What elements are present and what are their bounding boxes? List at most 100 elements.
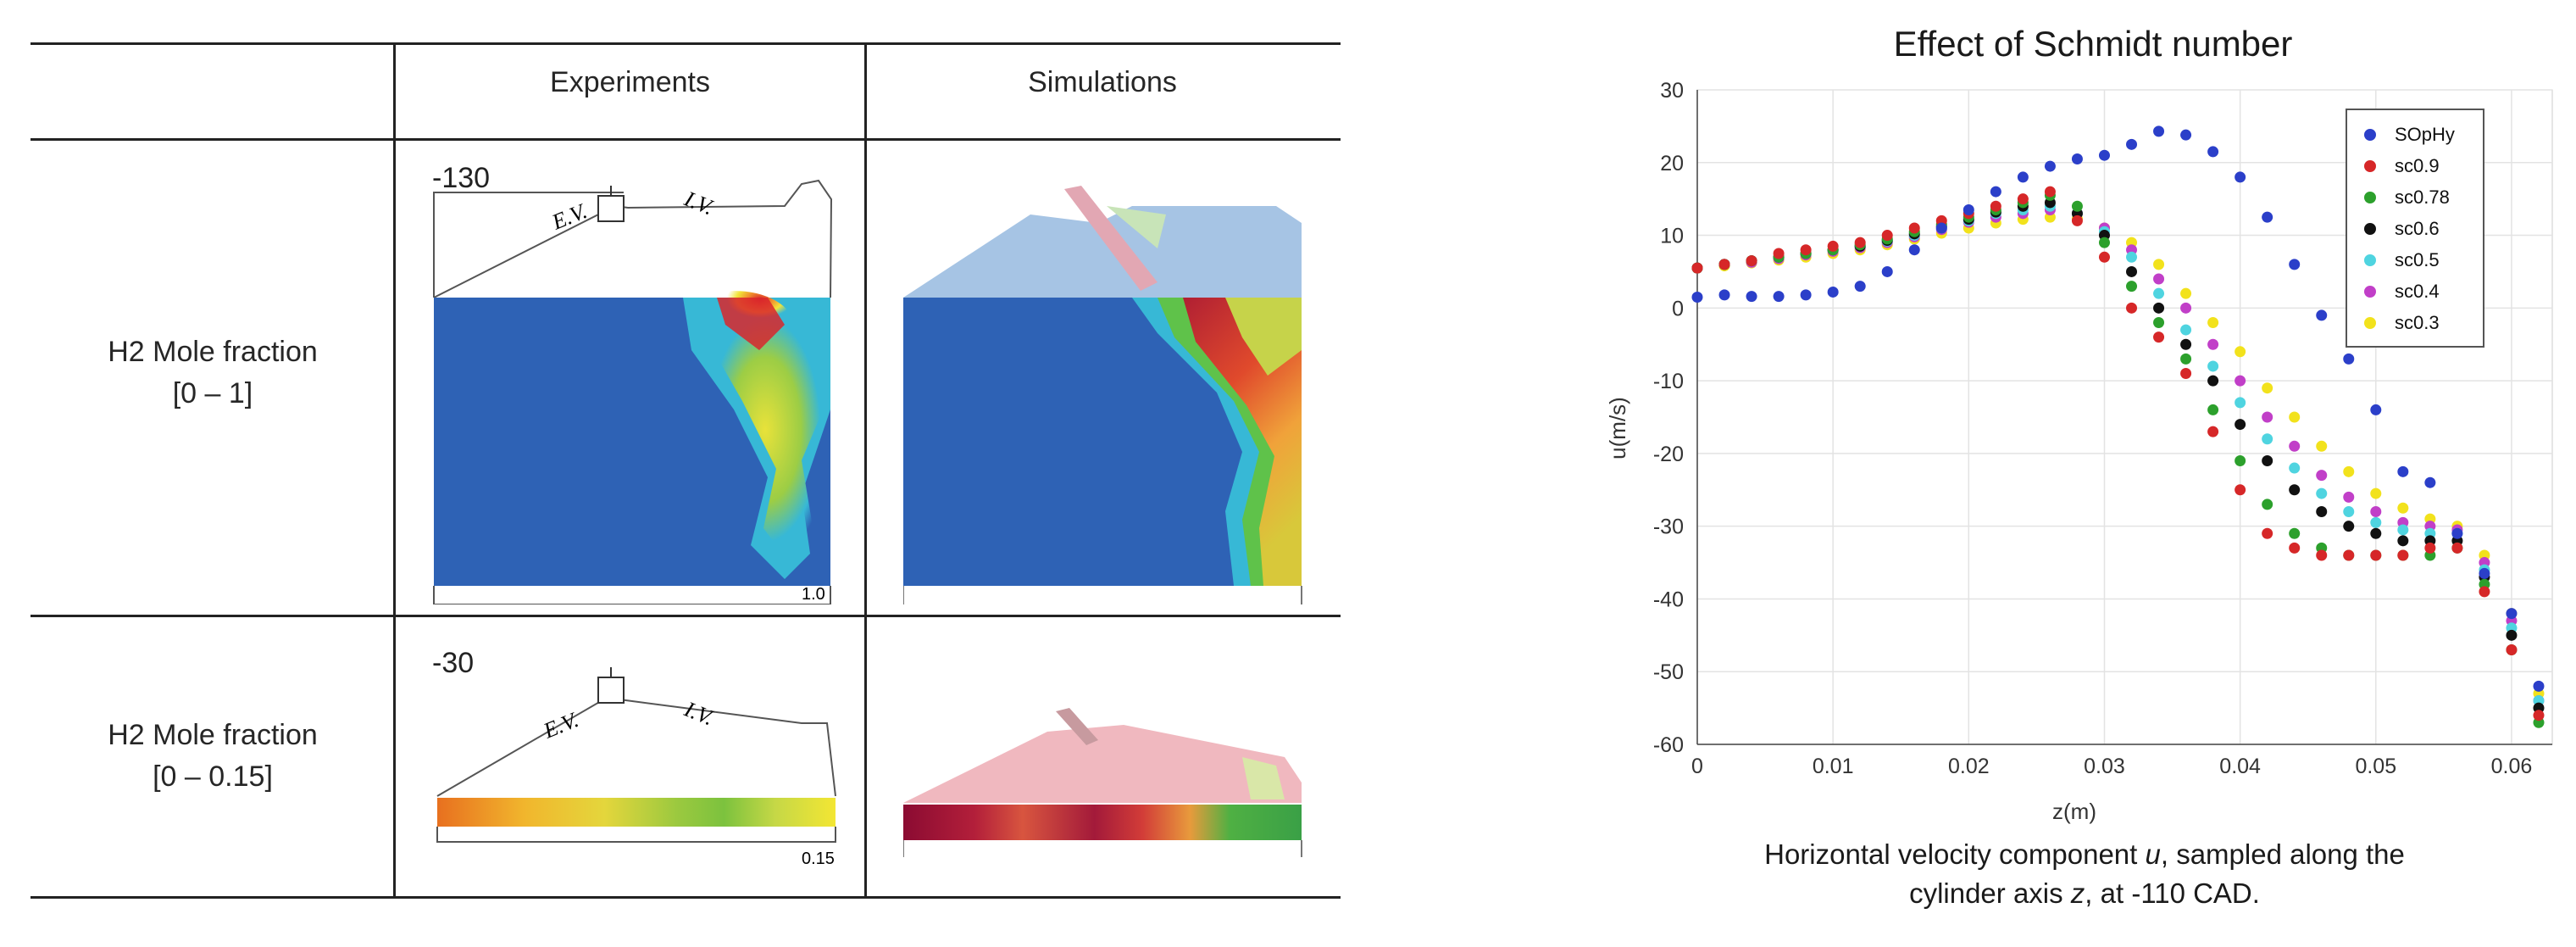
caption-line2-post: , at -110 CAD. xyxy=(2085,877,2260,909)
caption-line1-pre: Horizontal velocity component xyxy=(1764,838,2146,870)
simulation-field-strip xyxy=(903,805,1302,840)
data-point xyxy=(2451,542,2463,554)
data-point xyxy=(2207,338,2219,350)
legend-marker xyxy=(2364,222,2376,235)
data-point xyxy=(2180,368,2192,380)
data-point xyxy=(2262,382,2273,394)
legend-label: sc0.4 xyxy=(2395,280,2440,302)
data-point xyxy=(2289,542,2301,554)
data-point xyxy=(2098,237,2110,248)
data-point xyxy=(1800,289,1812,301)
y-tick-label: -60 xyxy=(1653,733,1684,757)
data-point xyxy=(2098,251,2110,263)
row-label-2-line1: H2 Mole fraction xyxy=(108,719,318,751)
data-point xyxy=(2262,411,2273,423)
x-tick-label: 0.01 xyxy=(1813,755,1854,778)
data-point xyxy=(2017,193,2029,205)
data-point xyxy=(1827,286,1839,298)
legend-marker xyxy=(2364,191,2376,203)
data-point xyxy=(2370,549,2382,561)
legend-marker xyxy=(2364,159,2376,172)
data-point xyxy=(2424,542,2436,554)
data-point xyxy=(2262,454,2273,466)
y-tick-label: 30 xyxy=(1660,79,1684,103)
comparison-table: Experiments Simulations H2 Mole fraction… xyxy=(31,42,1341,899)
header-experiments: Experiments xyxy=(550,66,710,98)
data-point xyxy=(2397,535,2409,547)
data-point xyxy=(2235,171,2246,183)
data-point xyxy=(2126,265,2138,277)
data-point xyxy=(2370,527,2382,539)
row-label-2-line2: [0 – 0.15] xyxy=(153,760,273,794)
data-point xyxy=(2370,404,2382,415)
column-divider xyxy=(864,45,867,896)
header-divider xyxy=(31,138,1341,141)
data-point xyxy=(2289,527,2301,539)
data-point xyxy=(2506,608,2518,620)
data-point xyxy=(2126,138,2138,150)
data-point xyxy=(2424,476,2436,488)
data-point xyxy=(1990,186,2001,198)
engine-diagram-sim1 xyxy=(903,186,1302,604)
data-point xyxy=(2343,353,2355,365)
legend-label: SOpHy xyxy=(2395,123,2455,145)
legend-label: sc0.6 xyxy=(2395,217,2440,239)
data-point xyxy=(2126,281,2138,292)
data-point xyxy=(1990,200,2001,212)
legend-item: sc0.9 xyxy=(2356,150,2474,181)
data-point xyxy=(1881,265,1893,277)
data-point xyxy=(2397,465,2409,477)
crank-angle-label-2: -30 xyxy=(432,647,475,679)
row-label-1-line2: [0 – 1] xyxy=(172,377,253,410)
data-point xyxy=(2343,521,2355,532)
data-point xyxy=(2289,462,2301,474)
legend-item: sc0.78 xyxy=(2356,181,2474,213)
data-point xyxy=(2343,465,2355,477)
experiment-field-strip xyxy=(437,798,836,827)
legend-item: sc0.3 xyxy=(2356,307,2474,338)
data-point xyxy=(2180,324,2192,336)
data-point xyxy=(1773,291,1785,303)
x-tick-label: 0.06 xyxy=(2491,755,2533,778)
caption-line2-pre: cylinder axis xyxy=(1909,877,2071,909)
data-point xyxy=(2370,487,2382,499)
data-point xyxy=(2235,375,2246,387)
data-point xyxy=(2071,214,2083,226)
header-simulations: Simulations xyxy=(1028,66,1177,98)
data-point xyxy=(2207,404,2219,415)
y-tick-label: -50 xyxy=(1653,660,1684,684)
data-point xyxy=(2153,125,2165,137)
data-point xyxy=(2397,502,2409,514)
data-point xyxy=(2506,629,2518,641)
legend-marker xyxy=(2364,285,2376,298)
data-point xyxy=(1963,204,1974,216)
x-tick-label: 0.04 xyxy=(2219,755,2261,778)
legend-item: sc0.4 xyxy=(2356,276,2474,307)
y-tick-label: 10 xyxy=(1660,225,1684,248)
data-point xyxy=(2235,346,2246,358)
simulation-image-row2 xyxy=(903,630,1319,884)
data-point xyxy=(1854,281,1866,292)
legend-label: sc0.5 xyxy=(2395,248,2440,270)
data-point xyxy=(2262,527,2273,539)
series-SOpHy xyxy=(1691,125,2545,692)
data-point xyxy=(2533,710,2545,721)
data-point xyxy=(2262,211,2273,223)
data-point xyxy=(2207,375,2219,387)
scale-max-label-2: 0.15 xyxy=(802,850,835,868)
data-point xyxy=(2506,643,2518,655)
legend-item: sc0.6 xyxy=(2356,213,2474,244)
x-tick-label: 0.05 xyxy=(2355,755,2396,778)
caption-var-z: z xyxy=(2070,877,2085,909)
legend-item: sc0.5 xyxy=(2356,244,2474,276)
data-point xyxy=(2316,440,2328,452)
data-point xyxy=(2479,567,2490,579)
data-point xyxy=(1718,289,1730,301)
data-point xyxy=(2180,129,2192,141)
data-point xyxy=(2153,287,2165,299)
data-point xyxy=(1773,248,1785,259)
figure-caption: Horizontal velocity component u, sampled… xyxy=(1551,835,2576,913)
data-point xyxy=(2153,273,2165,285)
experiment-image-row2: -30 E.V. I.V. 0.15 xyxy=(429,630,852,884)
data-point xyxy=(2071,153,2083,164)
